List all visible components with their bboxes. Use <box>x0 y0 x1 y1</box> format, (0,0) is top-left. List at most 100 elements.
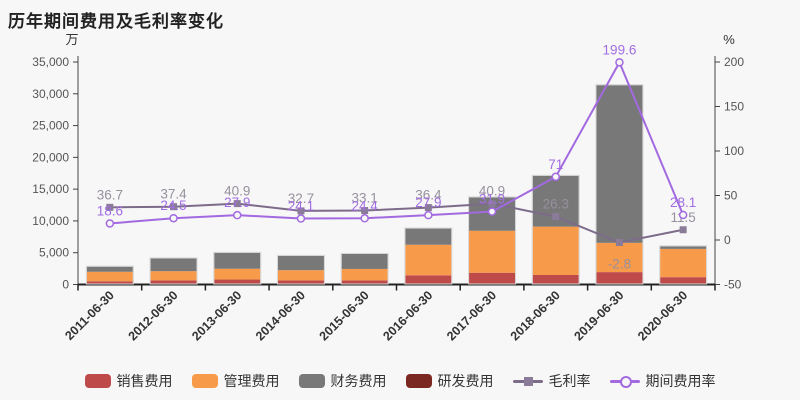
bar-segment-sales-expense <box>405 275 452 285</box>
bar-outline <box>213 251 262 285</box>
data-label-expense-ratio: 28.1 <box>670 195 696 210</box>
line-expense-ratio <box>109 61 685 225</box>
bar-outline <box>85 265 134 285</box>
marker-expense-ratio <box>615 58 624 67</box>
left-axis-tick-label: 10,000 <box>32 214 69 228</box>
marker-gross-margin <box>106 203 114 211</box>
right-axis-tick-label: 100 <box>724 144 744 158</box>
legend-swatch-admin-expense <box>191 374 218 388</box>
legend-item-finance-expense[interactable]: 财务费用 <box>298 371 387 391</box>
bar-segment-finance-expense <box>214 252 261 269</box>
bar-segment-sales-expense <box>150 280 197 285</box>
bar-segment-admin-expense <box>86 271 133 282</box>
data-label-expense-ratio: 199.6 <box>603 42 637 57</box>
legend-label: 管理费用 <box>223 373 280 389</box>
legend-swatch-sales-expense <box>84 374 111 388</box>
bar-segment-admin-expense <box>596 242 643 273</box>
marker-expense-ratio <box>233 210 242 220</box>
bar-segment-sales-expense <box>596 272 643 285</box>
bar-outline <box>276 254 325 285</box>
marker-expense-ratio <box>296 214 306 223</box>
line-gross-margin <box>109 202 684 244</box>
bar-segment-admin-expense <box>150 271 197 281</box>
legend-swatch-rd-expense <box>405 374 432 388</box>
data-label-expense-ratio: 24.4 <box>352 198 379 213</box>
bar-outline <box>404 227 453 285</box>
marker-expense-ratio <box>105 219 115 228</box>
x-axis-category-label: 2012-06-30 <box>126 288 181 343</box>
bar-segment-sales-expense <box>86 281 133 285</box>
bar-segment-admin-expense <box>214 268 261 280</box>
bar-segment-sales-expense <box>532 274 579 285</box>
right-axis-tick-label: 200 <box>724 55 744 69</box>
bar-segment-finance-expense <box>660 246 707 249</box>
legend-item-gross-margin[interactable]: 毛利率 <box>512 371 591 391</box>
bar-segment-finance-expense <box>341 253 388 269</box>
marker-gross-margin <box>488 200 496 208</box>
legend-label: 毛利率 <box>548 373 591 389</box>
legend-line-marker-expense-ratio <box>609 374 640 388</box>
bar-segment-sales-expense <box>660 277 707 285</box>
bar-segment-sales-expense <box>277 280 324 285</box>
left-axis-tick-label: 25,000 <box>32 119 69 133</box>
bar-segment-sales-expense <box>469 272 516 285</box>
data-label-gross-margin: 40.9 <box>224 184 250 199</box>
left-axis-tick-label: 5,000 <box>39 246 69 260</box>
data-label-expense-ratio: 24.1 <box>288 199 314 214</box>
right-axis-tick-label: 50 <box>724 189 738 203</box>
legend-line-marker-gross-margin <box>512 374 543 388</box>
bar-segment-admin-expense <box>341 268 388 281</box>
data-label-gross-margin: -2.8 <box>608 256 631 271</box>
legend-label: 销售费用 <box>116 373 173 389</box>
left-axis-tick-label: 35,000 <box>32 55 69 69</box>
data-label-gross-margin: 40.9 <box>479 184 505 199</box>
x-axis-category-label: 2015-06-30 <box>317 288 372 343</box>
bar-segment-sales-expense <box>214 279 261 285</box>
legend-item-admin-expense[interactable]: 管理费用 <box>191 371 280 391</box>
bar-segment-sales-expense <box>341 280 388 285</box>
data-label-expense-ratio: 27.9 <box>224 195 250 210</box>
marker-gross-margin <box>361 207 369 215</box>
legend-item-sales-expense[interactable]: 销售费用 <box>84 371 173 391</box>
right-axis-unit: % <box>723 32 735 47</box>
marker-gross-margin <box>233 200 241 208</box>
x-axis-category-label: 2017-06-30 <box>444 288 499 343</box>
x-axis-category-label: 2020-06-30 <box>635 288 690 343</box>
bar-segment-finance-expense <box>86 266 133 272</box>
left-axis-tick-label: 20,000 <box>32 150 69 164</box>
right-axis-tick-label: 0 <box>724 233 731 247</box>
legend-item-rd-expense[interactable]: 研发费用 <box>405 371 494 391</box>
left-axis-tick-label: 30,000 <box>32 87 69 101</box>
bar-outline <box>149 257 198 285</box>
marker-gross-margin <box>297 207 305 215</box>
bar-segment-admin-expense <box>532 226 579 275</box>
x-axis-category-label: 2011-06-30 <box>62 288 117 343</box>
data-label-gross-margin: 36.7 <box>97 187 123 202</box>
marker-gross-margin <box>615 238 623 246</box>
bar-segment-admin-expense <box>660 248 707 278</box>
data-label-gross-margin: 26.3 <box>543 197 569 212</box>
data-label-expense-ratio: 24.5 <box>160 198 186 213</box>
bar-outline <box>340 252 389 285</box>
bar-segment-finance-expense <box>405 228 452 245</box>
data-label-gross-margin: 32.7 <box>288 191 314 206</box>
legend-item-expense-ratio[interactable]: 期间费用率 <box>609 371 716 391</box>
x-axis-category-label: 2013-06-30 <box>189 288 244 343</box>
left-axis-tick-label: 0 <box>62 278 69 292</box>
marker-expense-ratio <box>678 210 688 220</box>
marker-expense-ratio <box>424 210 433 220</box>
data-label-gross-margin: 36.4 <box>415 188 442 203</box>
bar-segment-finance-expense <box>596 85 643 243</box>
right-axis-tick-label: 150 <box>724 100 744 114</box>
marker-expense-ratio <box>169 213 178 223</box>
bar-segment-finance-expense <box>277 255 324 271</box>
data-label-gross-margin: 37.4 <box>160 187 187 202</box>
right-axis-tick-label: -50 <box>724 278 742 292</box>
marker-gross-margin <box>679 226 687 234</box>
marker-gross-margin <box>552 213 560 221</box>
x-axis-category-label: 2014-06-30 <box>253 288 308 343</box>
bar-segment-admin-expense <box>277 270 324 281</box>
x-axis-category-label: 2019-06-30 <box>571 288 626 343</box>
